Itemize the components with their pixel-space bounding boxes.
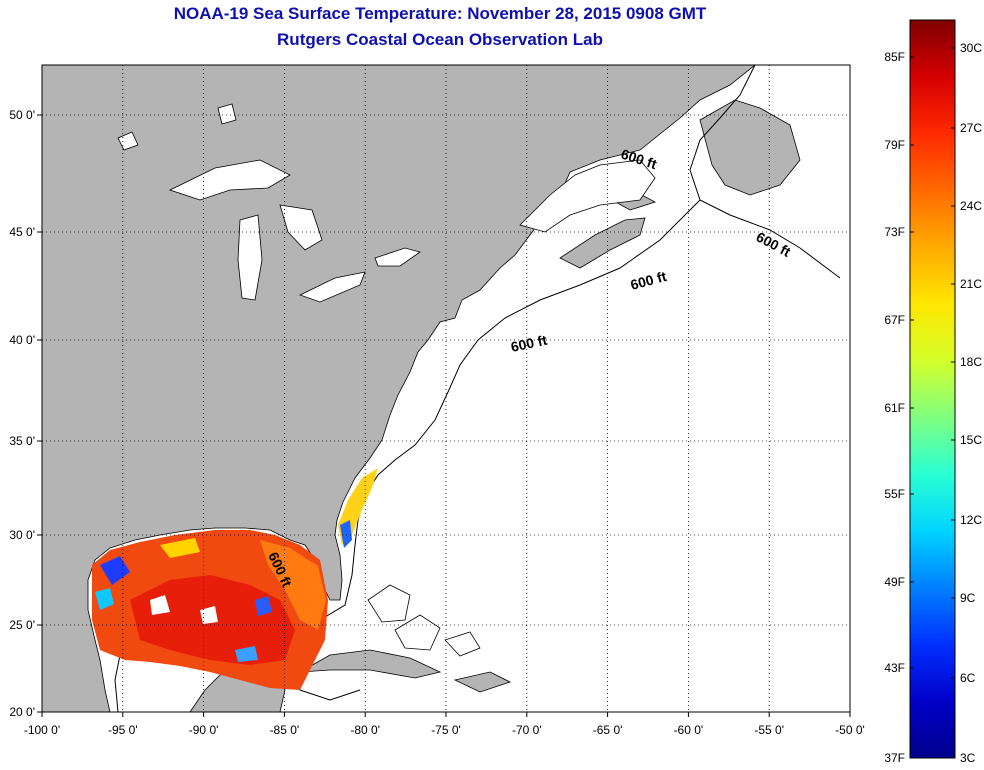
newfoundland xyxy=(699,99,801,196)
sst-cold-patches xyxy=(95,538,272,662)
colorbar-c-label: 24C xyxy=(960,199,982,213)
colorbar-f-label: 61F xyxy=(884,401,905,415)
colorbar-f-label: 67F xyxy=(884,313,905,327)
colorbar-f-label: 73F xyxy=(884,225,905,239)
lon-label: -100 0' xyxy=(24,723,60,737)
map-title: NOAA-19 Sea Surface Temperature: Novembe… xyxy=(173,4,707,23)
contour-label-4: 600 ft xyxy=(509,332,548,355)
colorbar-c-label: 18C xyxy=(960,355,982,369)
colorbar-f-label: 37F xyxy=(884,751,905,765)
colorbar-celsius-labels: 30C 27C 24C 21C 18C 15C 12C 9C 6C 3C xyxy=(951,41,982,765)
lat-label: 50 0' xyxy=(9,108,35,122)
colorbar xyxy=(909,19,956,759)
colorbar-f-label: 43F xyxy=(884,661,905,675)
bahamas xyxy=(367,584,481,657)
lon-label: -60 0' xyxy=(674,723,704,737)
lat-label: 35 0' xyxy=(9,434,35,448)
lat-label: 30 0' xyxy=(9,528,35,542)
lat-label: 20 0' xyxy=(9,705,35,719)
colorbar-c-label: 30C xyxy=(960,41,982,55)
colorbar-c-label: 12C xyxy=(960,513,982,527)
hispaniola xyxy=(453,671,512,693)
colorbar-c-label: 27C xyxy=(960,121,982,135)
lon-label: -50 0' xyxy=(835,723,865,737)
colorbar-f-label: 55F xyxy=(884,487,905,501)
map-subtitle: Rutgers Coastal Ocean Observation Lab xyxy=(277,30,603,49)
colorbar-f-label: 79F xyxy=(884,138,905,152)
lat-label: 40 0' xyxy=(9,333,35,347)
cuba xyxy=(299,649,442,679)
lon-label: -65 0' xyxy=(593,723,623,737)
map-frame xyxy=(41,64,851,713)
lon-label: -55 0' xyxy=(754,723,784,737)
lon-label: -95 0' xyxy=(108,723,138,737)
sst-swath-atlantic-cold xyxy=(340,520,352,548)
colorbar-c-label: 3C xyxy=(960,751,976,765)
colorbar-f-label: 85F xyxy=(884,50,905,64)
lon-label: -85 0' xyxy=(270,723,300,737)
lon-label: -80 0' xyxy=(350,723,380,737)
colorbar-c-label: 6C xyxy=(960,671,976,685)
st-lawrence-gulf xyxy=(519,159,656,233)
latitude-labels: 50 0' 45 0' 40 0' 35 0' 30 0' 25 0' 20 0' xyxy=(9,108,35,719)
lat-label: 45 0' xyxy=(9,225,35,239)
nova-scotia xyxy=(559,217,646,269)
sst-swath-east xyxy=(260,540,326,630)
colorbar-c-label: 21C xyxy=(960,277,982,291)
lon-label: -75 0' xyxy=(431,723,461,737)
lon-label: -90 0' xyxy=(189,723,219,737)
lat-label: 25 0' xyxy=(9,618,35,632)
great-lakes xyxy=(117,103,421,303)
colorbar-fahrenheit-labels: 85F 79F 73F 67F 61F 55F 49F 43F 37F xyxy=(884,50,914,765)
lon-label: -70 0' xyxy=(512,723,542,737)
colorbar-f-label: 49F xyxy=(884,575,905,589)
colorbar-c-label: 9C xyxy=(960,591,976,605)
colorbar-c-label: 15C xyxy=(960,433,982,447)
graticule xyxy=(37,65,851,717)
longitude-labels: -100 0' -95 0' -90 0' -85 0' -80 0' -75 0' -70… xyxy=(24,723,865,737)
